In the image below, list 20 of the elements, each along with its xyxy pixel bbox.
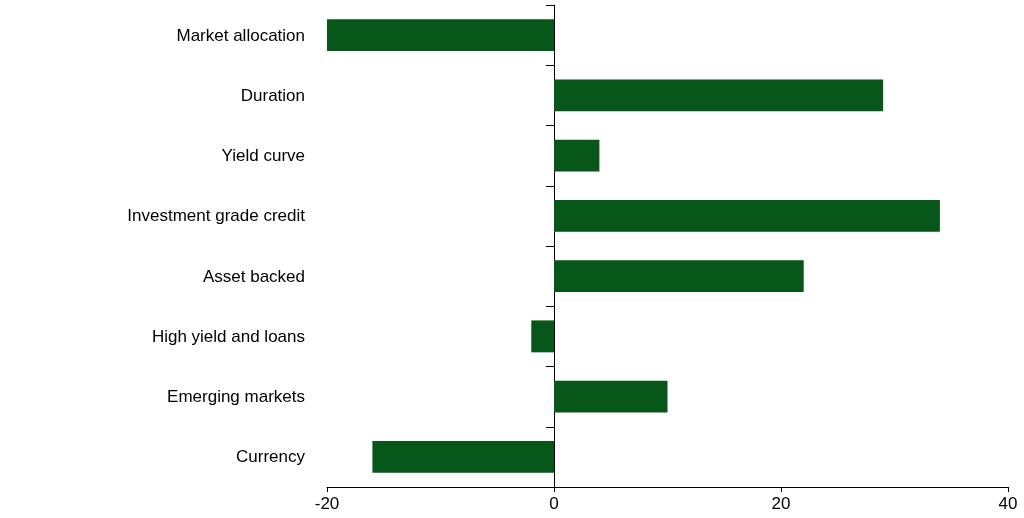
bar bbox=[327, 19, 554, 52]
y-tick-label: High yield and loans bbox=[151, 326, 305, 346]
y-tick-label: Currency bbox=[236, 447, 306, 467]
bar bbox=[372, 440, 554, 473]
x-tick-label: 20 bbox=[771, 494, 791, 513]
y-tick-label: Duration bbox=[240, 85, 305, 105]
bar bbox=[554, 199, 940, 232]
y-tick-label: Emerging markets bbox=[167, 387, 305, 407]
x-tick-label: -20 bbox=[314, 494, 340, 513]
bar bbox=[554, 139, 600, 172]
x-tick-label: 40 bbox=[998, 494, 1018, 513]
y-tick-label: Market allocation bbox=[176, 25, 305, 45]
bar bbox=[554, 380, 668, 413]
bar bbox=[531, 320, 554, 353]
y-tick-label: Investment grade credit bbox=[127, 206, 306, 226]
x-tick-label: 0 bbox=[549, 494, 559, 513]
bar bbox=[554, 260, 804, 293]
bar bbox=[554, 79, 884, 112]
y-tick-label: Yield curve bbox=[221, 146, 305, 166]
y-tick-label: Asset backed bbox=[202, 266, 305, 286]
